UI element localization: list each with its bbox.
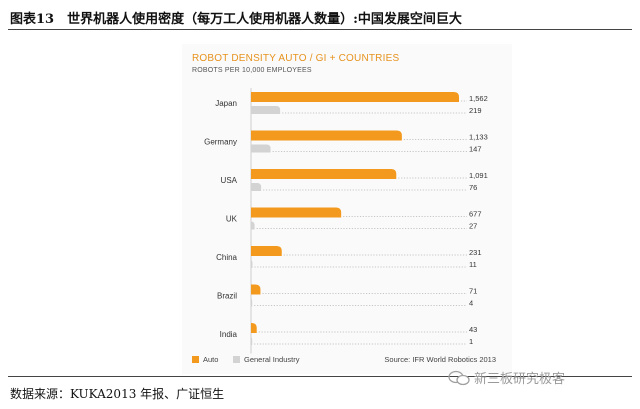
auto-value-label: 1,091 (469, 171, 488, 180)
category-label: India (220, 330, 238, 339)
gi-bar (251, 183, 262, 191)
auto-value-label: 677 (469, 210, 482, 219)
gi-value-label: 1 (469, 337, 473, 346)
top-rule (8, 29, 632, 30)
category-label: China (216, 253, 237, 262)
gi-value-label: 219 (469, 106, 482, 115)
chart-title: ROBOT DENSITY AUTO / GI + COUNTRIES (192, 53, 399, 64)
source-note: 数据来源：KUKA2013 年报、广证恒生 (10, 387, 225, 401)
watermark-text: 新三板研究极客 (474, 372, 566, 387)
gi-value-label: 27 (469, 222, 477, 231)
gi-value-label: 76 (469, 183, 477, 192)
gi-bar (251, 337, 253, 345)
category-label: Germany (204, 138, 237, 147)
auto-value-label: 1,562 (469, 94, 488, 103)
auto-bar (251, 284, 261, 295)
legend-label-gi: General Industry (244, 355, 300, 364)
auto-value-label: 43 (469, 325, 477, 334)
legend-swatch-gi (233, 356, 240, 363)
gi-bar (251, 221, 255, 230)
auto-value-label: 1,133 (469, 133, 488, 142)
auto-value-label: 231 (469, 248, 482, 257)
category-label: UK (226, 215, 238, 224)
auto-bar (251, 92, 459, 102)
chart-subtitle: ROBOTS PER 10,000 EMPLOYEES (192, 67, 312, 74)
auto-bar (251, 130, 402, 141)
chart-source: Source: IFR World Robotics 2013 (384, 355, 496, 364)
auto-bar (251, 169, 397, 179)
chat-bubble-icon (448, 370, 470, 385)
gi-bar (251, 144, 271, 153)
legend-label-auto: Auto (203, 355, 218, 364)
gi-value-label: 11 (469, 260, 477, 269)
auto-bar (251, 246, 282, 256)
gi-value-label: 4 (469, 299, 473, 308)
gi-value-label: 147 (469, 145, 482, 154)
figure-title: 图表13 世界机器人使用密度（每万工人使用机器人数量）:中国发展空间巨大 (10, 12, 462, 27)
auto-bar (251, 207, 342, 218)
auto-value-label: 71 (469, 287, 477, 296)
gi-bar (251, 298, 253, 307)
gi-bar (251, 106, 281, 114)
category-label: Japan (215, 99, 237, 108)
category-label: Brazil (217, 292, 237, 301)
category-label: USA (221, 176, 238, 185)
watermark: 新三板研究极客 (448, 368, 565, 387)
auto-bar (251, 323, 257, 333)
legend-swatch-auto (192, 356, 199, 363)
bottom-rule (8, 376, 632, 377)
gi-bar (251, 260, 253, 268)
